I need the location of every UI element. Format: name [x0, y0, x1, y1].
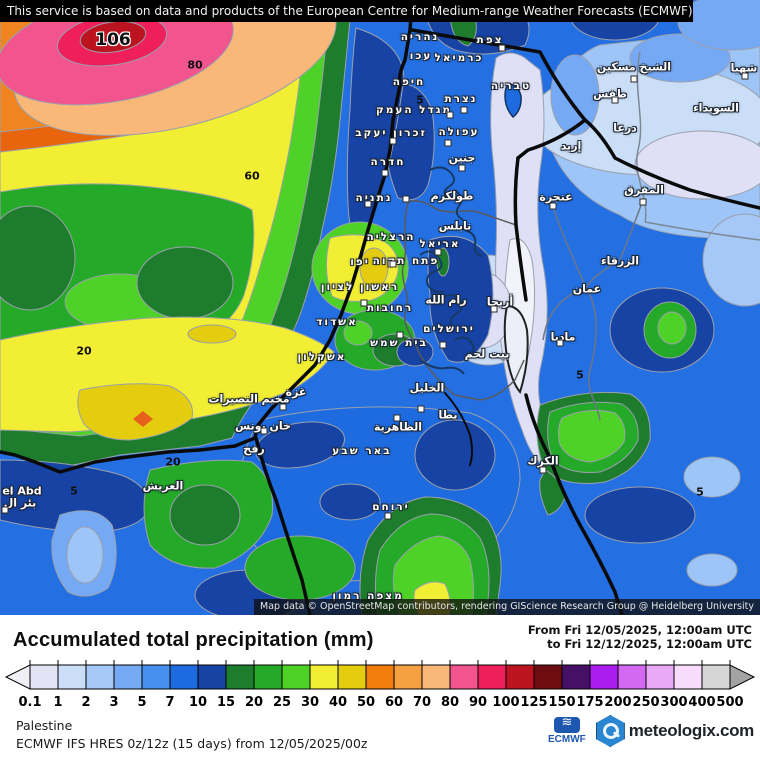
- scale-box: [589, 664, 619, 690]
- scale-value-label: 60: [385, 695, 403, 710]
- scale-box: [673, 664, 703, 690]
- service-disclaimer-bar: This service is based on data and produc…: [0, 0, 693, 22]
- egypt-border: [254, 436, 312, 615]
- jordan-river-border: [513, 156, 528, 302]
- meteologix-brand-text: meteologix.com: [628, 721, 755, 740]
- scale-arrow-right: [729, 664, 756, 690]
- scale-value-label: 7: [165, 695, 174, 710]
- scale-value-label: 150: [548, 695, 575, 710]
- lakes: [503, 83, 529, 395]
- legend-panel: Accumulated total precipitation (mm) Fro…: [0, 615, 760, 760]
- scale-box: [561, 664, 591, 690]
- period-to: to Fri 12/12/2025, 12:00am UTC: [547, 637, 752, 651]
- scale-value-label: 100: [492, 695, 519, 710]
- precipitation-map: נהריה עכו צפת כרמיאל חיפה טבריה נצרת מגדל העמק ע…: [0, 0, 760, 615]
- hebron-road: [444, 392, 473, 466]
- scale-box: [141, 664, 171, 690]
- meteologix-hexagon-icon: [595, 715, 625, 747]
- valid-period: From Fri 12/05/2025, 12:00am UTC to Fri …: [528, 623, 752, 651]
- scale-value-label: 50: [357, 695, 375, 710]
- scale-value-label: 80: [441, 695, 459, 710]
- scale-value-label: 175: [576, 695, 603, 710]
- sea-of-galilee: [504, 83, 522, 119]
- scale-value-label: 0.1: [18, 695, 41, 710]
- service-disclaimer-text: This service is based on data and produc…: [7, 4, 693, 18]
- scale-value-label: 25: [273, 695, 291, 710]
- scale-box: [309, 664, 339, 690]
- scale-box: [29, 664, 59, 690]
- arava-border: [524, 393, 624, 615]
- ecmwf-icon: [553, 714, 580, 733]
- scale-box: [477, 664, 507, 690]
- magnifier-icon: [602, 723, 619, 739]
- ecmwf-logo-text: ECMWF: [548, 734, 586, 745]
- scale-value-label: 5: [137, 695, 146, 710]
- scale-value-label: 30: [301, 695, 319, 710]
- yarmouk-border: [516, 118, 587, 160]
- scale-box: [57, 664, 87, 690]
- scale-value-label: 40: [329, 695, 347, 710]
- sea-precip-bands: [0, 0, 409, 469]
- scale-arrow-left: [4, 664, 31, 690]
- scale-value-label: 70: [413, 695, 431, 710]
- scale-box: [365, 664, 395, 690]
- scale-box: [253, 664, 283, 690]
- scale-box: [645, 664, 675, 690]
- scale-box: [421, 664, 451, 690]
- logos: ECMWF meteologix.com: [548, 714, 755, 747]
- scale-value-label: 3: [109, 695, 118, 710]
- scale-box: [113, 664, 143, 690]
- map-canvas: [0, 0, 760, 615]
- scale-box: [505, 664, 535, 690]
- region-name: Palestine: [16, 718, 73, 733]
- period-from: From Fri 12/05/2025, 12:00am UTC: [527, 623, 752, 637]
- scale-box: [449, 664, 479, 690]
- scale-value-label: 300: [660, 695, 687, 710]
- map-attribution: Map data © OpenStreetMap contributors, r…: [254, 599, 760, 615]
- scale-value-label: 250: [632, 695, 659, 710]
- scale-value-label: 400: [688, 695, 715, 710]
- scale-value-label: 2: [81, 695, 90, 710]
- scale-box: [533, 664, 563, 690]
- scale-box: [393, 664, 423, 690]
- scale-value-label: 90: [469, 695, 487, 710]
- scale-value-label: 10: [189, 695, 207, 710]
- scale-value-label: 20: [245, 695, 263, 710]
- scale-box: [701, 664, 731, 690]
- scale-value-label: 1: [53, 695, 62, 710]
- scale-box: [617, 664, 647, 690]
- scale-value-label: 15: [217, 695, 235, 710]
- coastline: [0, 0, 414, 474]
- scale-value-label: 125: [520, 695, 547, 710]
- ecmwf-logo[interactable]: ECMWF: [548, 714, 586, 745]
- scale-box: [337, 664, 367, 690]
- chart-title: Accumulated total precipitation (mm): [13, 629, 374, 651]
- scale-box: [225, 664, 255, 690]
- country-borders: [0, 0, 760, 615]
- south-land-patches: [0, 287, 715, 615]
- road-squiggles: [419, 166, 484, 375]
- meteologix-logo[interactable]: meteologix.com: [595, 715, 755, 747]
- color-scale: 0.1 1 2 3 5 7 10 15 20 25 30 40 50 60 70 80 90 100 125 150 1…: [4, 660, 756, 710]
- model-run-info: ECMWF IFS HRES 0z/12z (15 days) from 12/…: [16, 736, 368, 751]
- dead-sea: [503, 304, 529, 395]
- east-light-regions: [529, 0, 760, 587]
- scale-box: [169, 664, 199, 690]
- scale-box: [281, 664, 311, 690]
- scale-value-label: 500: [716, 695, 743, 710]
- scale-box: [85, 664, 115, 690]
- scale-value-label: 200: [604, 695, 631, 710]
- scale-box: [197, 664, 227, 690]
